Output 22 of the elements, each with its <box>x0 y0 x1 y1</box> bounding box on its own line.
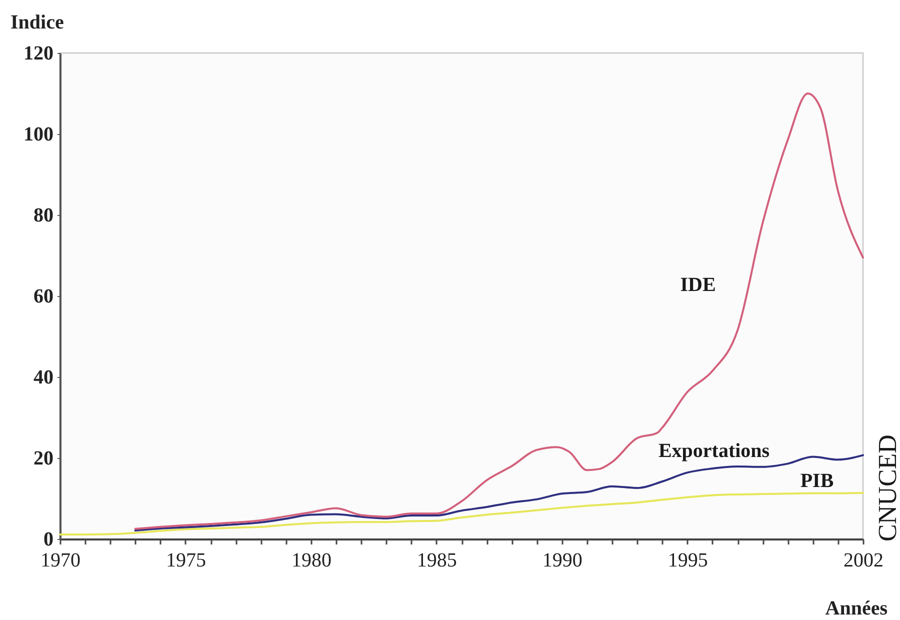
y-tick-label: 40 <box>34 366 54 388</box>
series-label: IDE <box>680 274 716 296</box>
x-tick-label: 1985 <box>416 550 457 572</box>
y-tick-label: 20 <box>34 448 54 470</box>
y-tick-label: 120 <box>24 42 54 64</box>
series-label: PIB <box>800 470 834 492</box>
y-tick-label: 0 <box>44 528 54 550</box>
x-axis-title: Années <box>825 598 888 620</box>
x-tick-label: 1975 <box>166 550 206 572</box>
series-label: Exportations <box>658 440 770 462</box>
y-tick-label: 100 <box>24 124 54 146</box>
x-tick-label: 1990 <box>542 550 582 572</box>
x-tick-label: 1995 <box>668 550 708 572</box>
x-tick-label: 1980 <box>291 550 332 572</box>
x-tick-label: 1970 <box>40 550 80 572</box>
text: CNUCED <box>873 434 900 542</box>
line-series <box>134 92 864 530</box>
y-axis-title: Indice <box>10 12 64 34</box>
y-tick-label: 80 <box>34 204 54 226</box>
y-tick-label: 60 <box>34 286 54 308</box>
line-series <box>59 492 864 536</box>
x-tick-label: 2002 <box>844 550 884 572</box>
